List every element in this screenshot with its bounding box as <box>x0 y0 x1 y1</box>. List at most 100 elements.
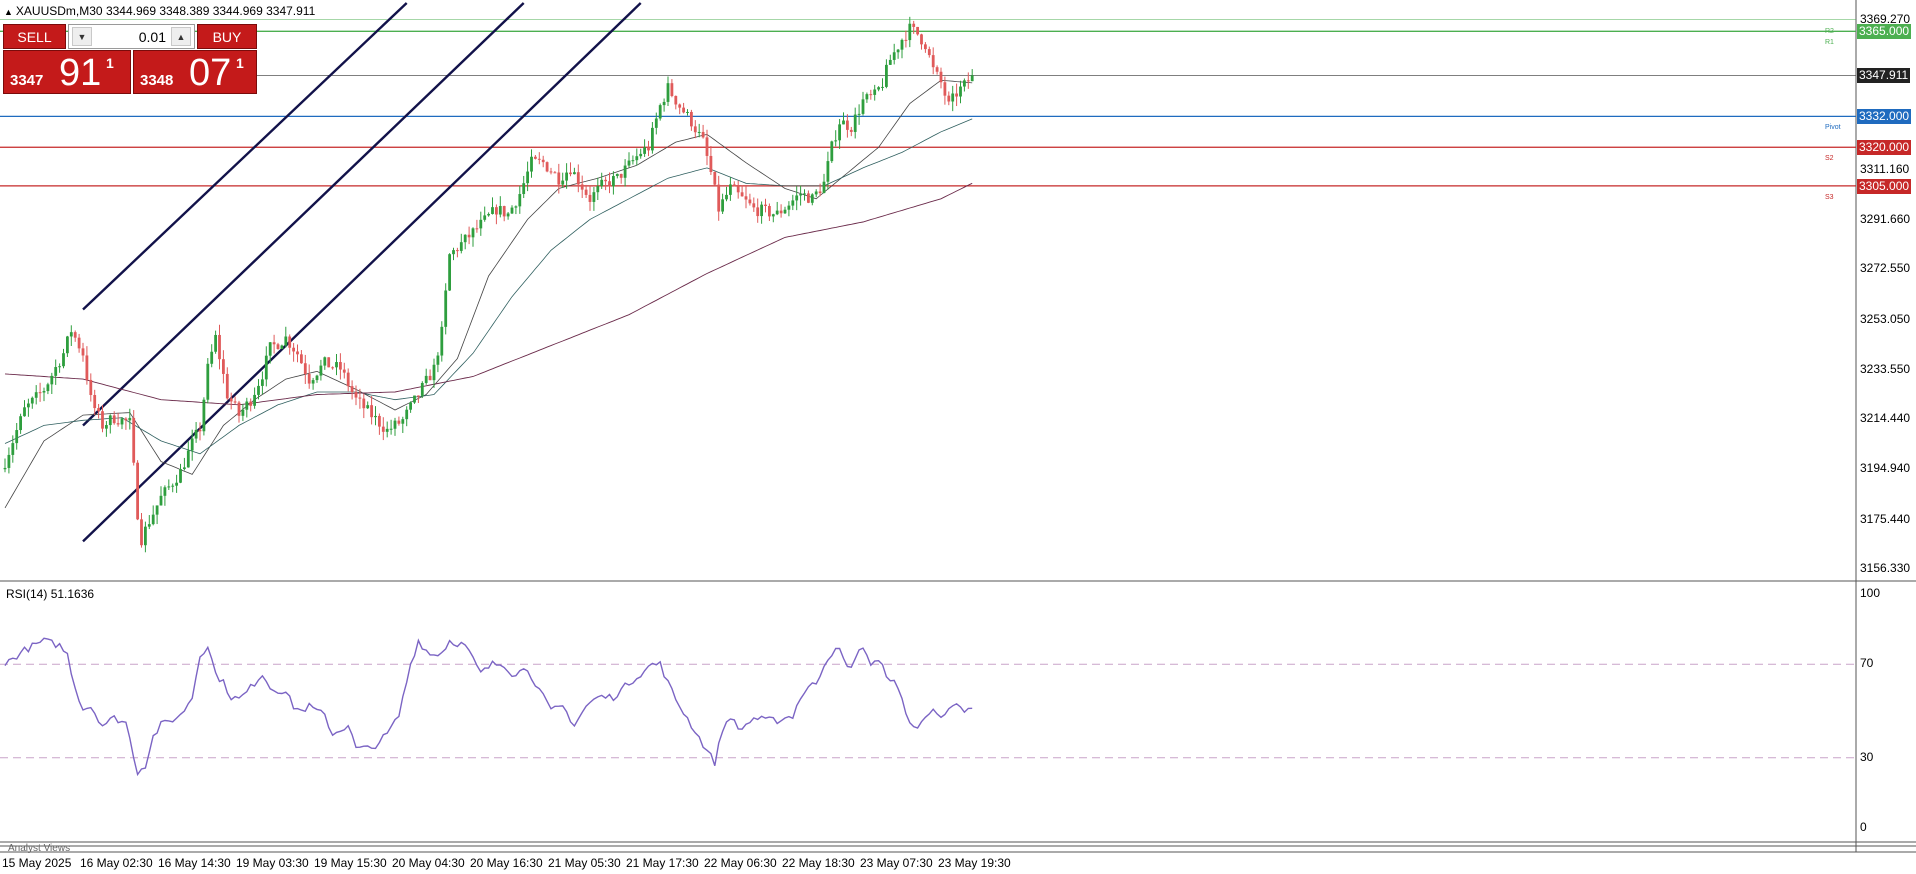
candle-body <box>487 213 490 216</box>
candle-body <box>822 181 826 194</box>
candle-body <box>97 408 100 412</box>
volume-field[interactable]: ▼ 0.01 ▲ <box>68 24 195 49</box>
candle-body <box>323 357 327 366</box>
level-name-s3: S3 <box>1825 193 1834 201</box>
candle-body <box>826 161 830 182</box>
candle-body <box>358 397 362 399</box>
candle-body <box>81 348 85 356</box>
candle-body <box>237 402 241 416</box>
candle-body <box>77 337 81 349</box>
candle-body <box>66 336 69 354</box>
candle-body <box>857 113 861 115</box>
candle-body <box>105 425 108 429</box>
ask-price-button[interactable]: 3348 07 1 <box>133 50 257 94</box>
candle-body <box>264 355 268 380</box>
candle-body <box>276 344 280 349</box>
candle-body <box>144 526 147 546</box>
candle-body <box>807 193 810 203</box>
candle-body <box>62 353 65 367</box>
candle-body <box>771 214 775 217</box>
candle-body <box>666 83 670 102</box>
candle-body <box>670 83 674 96</box>
candle-body <box>576 172 580 185</box>
volume-decrease-icon[interactable]: ▼ <box>72 27 92 46</box>
candle-body <box>405 409 409 420</box>
candle-body <box>50 375 54 385</box>
candle-body <box>424 375 428 383</box>
candle-body <box>288 336 292 348</box>
candle-body <box>627 160 631 166</box>
candle-body <box>853 114 857 132</box>
volume-value[interactable]: 0.01 <box>138 29 166 45</box>
candle-body <box>615 173 619 177</box>
candle-body <box>436 355 440 365</box>
candle-body <box>420 382 424 396</box>
candle-body <box>935 67 939 72</box>
candle-body <box>904 39 908 41</box>
candle-body <box>534 156 537 159</box>
candle-body <box>475 228 479 230</box>
candle-body <box>3 467 7 470</box>
candle-body <box>756 207 760 217</box>
candle-body <box>303 363 307 374</box>
candle-body <box>588 194 592 202</box>
candle-body <box>58 366 61 368</box>
candle-body <box>584 189 588 195</box>
time-tick-label: 23 May 19:30 <box>938 856 1011 870</box>
candle-body <box>592 192 596 202</box>
candle-body <box>331 367 334 369</box>
collapse-triangle-icon[interactable]: ▲ <box>4 7 13 17</box>
candle-body <box>42 391 46 393</box>
candle-body <box>11 443 15 455</box>
candle-body <box>245 401 249 410</box>
bid-price-button[interactable]: 3347 91 1 <box>3 50 131 94</box>
candle-body <box>888 59 892 65</box>
price-tag-pivot: 3332.000 <box>1857 109 1912 125</box>
candle-body <box>268 342 272 356</box>
candle-body <box>491 207 494 214</box>
sell-button[interactable]: SELL <box>3 24 66 49</box>
candle-body <box>116 423 120 425</box>
candle-body <box>814 191 818 195</box>
candle-body <box>385 428 389 432</box>
candle-body <box>335 362 338 368</box>
candle-body <box>280 345 284 349</box>
candle-body <box>140 519 143 546</box>
candle-body <box>249 401 253 406</box>
ma-line-ma-mid <box>4 118 973 455</box>
candle-body <box>479 219 483 229</box>
candle-body <box>865 94 869 100</box>
volume-increase-icon[interactable]: ▲ <box>171 27 191 46</box>
candle-body <box>912 23 916 27</box>
candle-body <box>471 228 475 238</box>
time-tick-label: 19 May 15:30 <box>314 856 387 870</box>
candle-body <box>744 196 748 200</box>
candle-body <box>151 514 155 525</box>
rsi-tick-label: 0 <box>1860 820 1867 834</box>
time-tick-label: 21 May 05:30 <box>548 856 621 870</box>
candle-body <box>222 359 225 374</box>
analyst-views-label[interactable]: Analyst Views <box>8 843 71 854</box>
candle-body <box>467 234 471 238</box>
time-tick-label: 15 May 2025 <box>2 856 72 870</box>
candle-body <box>959 86 962 97</box>
candle-body <box>900 39 904 50</box>
candle-body <box>803 193 806 195</box>
candle-body <box>69 332 73 337</box>
candle-body <box>849 129 853 132</box>
buy-button[interactable]: BUY <box>197 24 257 49</box>
bid-price-fraction: 1 <box>106 55 114 71</box>
candle-body <box>155 505 159 515</box>
candle-body <box>966 80 970 82</box>
candle-body <box>553 172 557 174</box>
candle-body <box>522 183 526 195</box>
candle-body <box>128 417 132 421</box>
price-tick-label: 3214.440 <box>1860 411 1911 426</box>
ask-price-prefix: 3348 <box>140 72 174 89</box>
current-price-tag: 3347.911 <box>1857 68 1911 84</box>
candle-body <box>580 184 584 190</box>
candle-body <box>740 192 744 197</box>
candle-body <box>924 44 927 50</box>
candle-body <box>409 402 412 410</box>
